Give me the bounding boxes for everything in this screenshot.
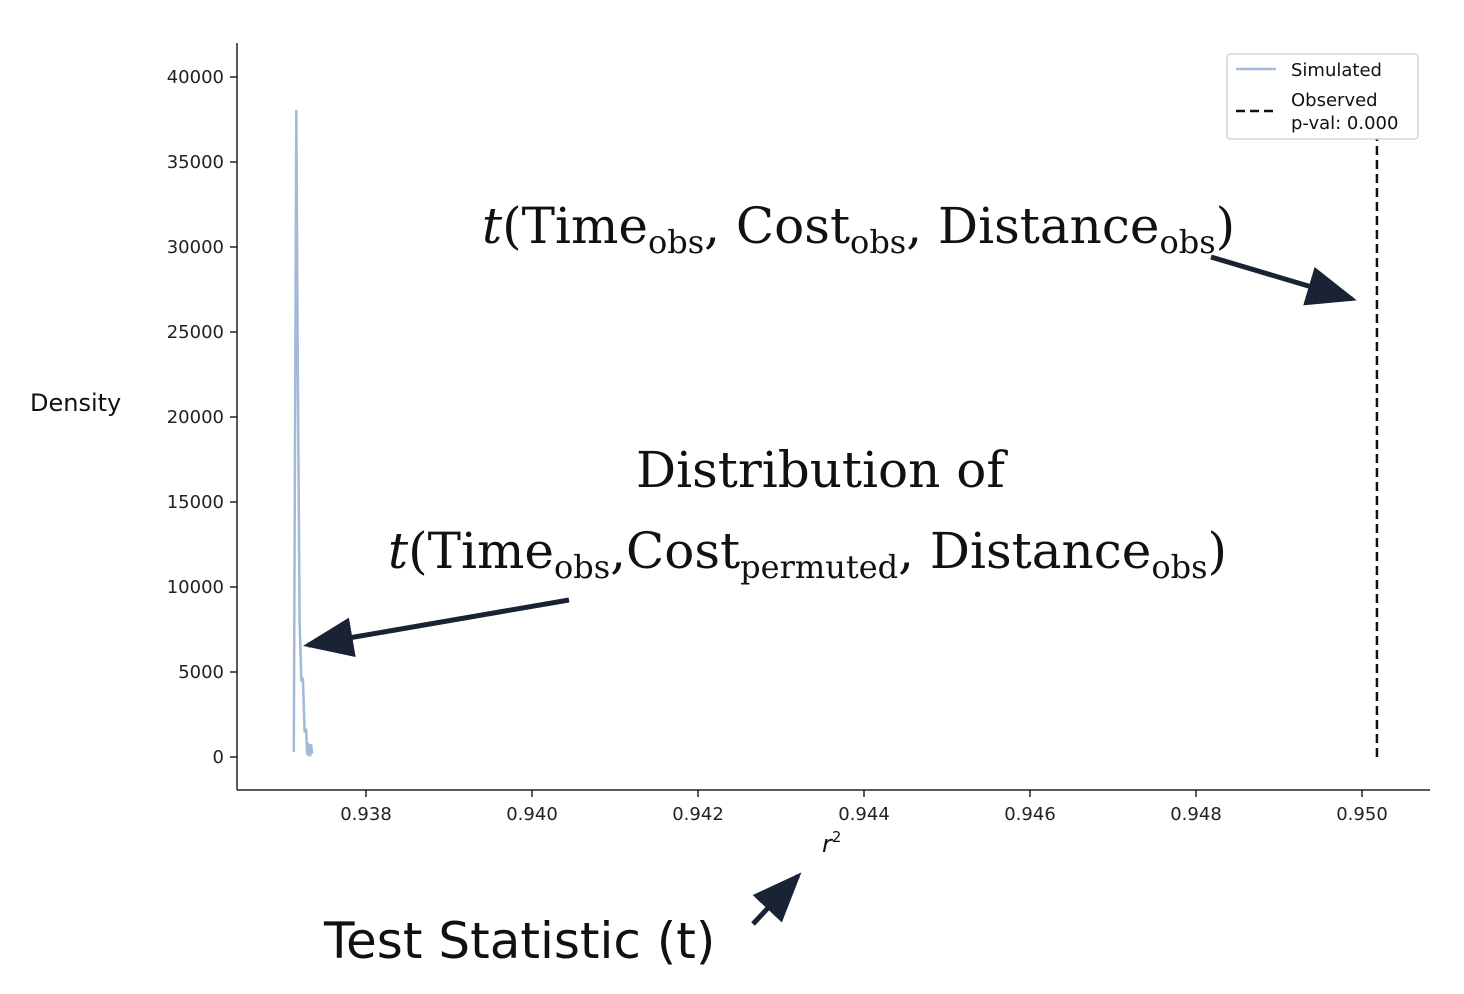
observed-arrow xyxy=(1210,254,1357,306)
observed-label-paren-open: ( xyxy=(502,197,522,255)
y-ticks: 0 5000 10000 15000 20000 25000 30000 35000 40000 xyxy=(167,67,237,768)
legend: Simulated Observed p-val: 0.000 xyxy=(1226,53,1419,140)
x-tick-label: 0.948 xyxy=(1170,804,1222,825)
distribution-label-paren-close: ) xyxy=(1208,522,1228,580)
y-tick-label: 15000 xyxy=(167,492,224,513)
y-axis-title: Density xyxy=(30,389,121,417)
y-tick-label: 30000 xyxy=(167,237,224,258)
y-tick-label: 10000 xyxy=(167,577,224,598)
y-tick-label: 5000 xyxy=(178,662,224,683)
observed-label-arg2: Cost xyxy=(736,197,850,255)
distribution-label-func: t xyxy=(388,522,409,580)
distribution-label-arg2-sub: permuted xyxy=(740,548,898,586)
series-layer xyxy=(292,109,314,757)
legend-label-observed: Observed xyxy=(1291,90,1378,111)
x-tick-label: 0.938 xyxy=(340,804,392,825)
y-tick-label: 35000 xyxy=(167,152,224,173)
legend-box xyxy=(1226,53,1419,140)
y-tick-label: 25000 xyxy=(167,322,224,343)
y-tick-label: 0 xyxy=(213,747,224,768)
x-tick-label: 0.942 xyxy=(672,804,724,825)
x-tick-label: 0.940 xyxy=(506,804,558,825)
distribution-label-comma2: , xyxy=(898,522,930,580)
series-line-simulated xyxy=(292,109,314,757)
distribution-label-arg3-sub: obs xyxy=(1151,548,1207,586)
distribution-label-arg1-sub: obs xyxy=(554,548,610,586)
observed-label-arg3: Distance xyxy=(938,197,1159,255)
x-axis-title-sup: 2 xyxy=(832,828,842,846)
observed-label-func: t xyxy=(482,197,503,255)
distribution-label-arg3: Distance xyxy=(930,522,1151,580)
distribution-label-arg2: Cost xyxy=(626,522,740,580)
distribution-title: Distribution of xyxy=(636,441,1008,499)
legend-label-pval: p-val: 0.000 xyxy=(1291,113,1398,134)
distribution-label-paren-open: ( xyxy=(408,522,428,580)
observed-label-arg1: Time xyxy=(522,197,648,255)
observed-label-arg1-sub: obs xyxy=(648,223,704,261)
x-ticks: 0.938 0.940 0.942 0.944 0.946 0.948 0.950 xyxy=(340,790,1388,825)
observed-label: t(Timeobs, Costobs, Distanceobs) xyxy=(482,197,1235,261)
distribution-label-arg1: Time xyxy=(428,522,554,580)
observed-label-arg3-sub: obs xyxy=(1159,223,1215,261)
observed-label-paren-close: ) xyxy=(1216,197,1236,255)
observed-label-comma2: , xyxy=(906,197,938,255)
y-tick-label: 20000 xyxy=(167,407,224,428)
x-tick-label: 0.946 xyxy=(1004,804,1056,825)
distribution-arrow xyxy=(303,597,570,658)
test-statistic-arrow xyxy=(751,872,802,926)
observed-label-comma1: , xyxy=(704,197,736,255)
legend-label-simulated: Simulated xyxy=(1291,60,1382,81)
distribution-label: t(Timeobs,Costpermuted, Distanceobs) xyxy=(388,522,1227,586)
y-tick-label: 40000 xyxy=(167,67,224,88)
distribution-label-comma1: , xyxy=(610,522,626,580)
x-axis-title-base: r xyxy=(822,830,834,858)
x-axis-title: r2 xyxy=(822,828,841,858)
x-tick-label: 0.944 xyxy=(838,804,890,825)
observed-label-arg2-sub: obs xyxy=(850,223,906,261)
x-tick-label: 0.950 xyxy=(1336,804,1388,825)
test-statistic-caption: Test Statistic (t) xyxy=(323,912,715,970)
